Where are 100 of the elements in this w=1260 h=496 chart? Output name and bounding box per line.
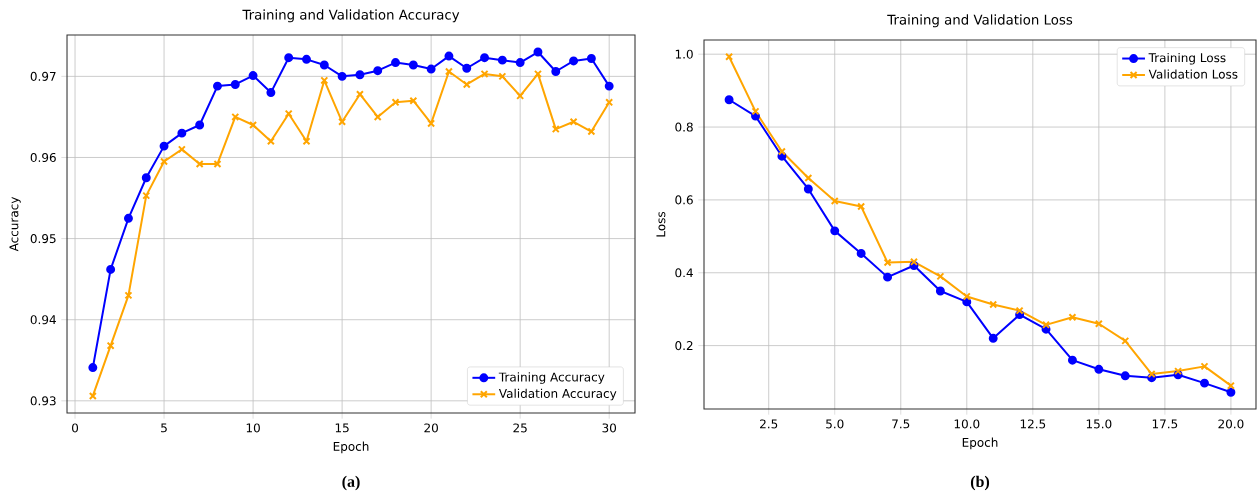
point xyxy=(988,333,998,343)
x-tick-label: 15 xyxy=(335,423,349,433)
point xyxy=(230,80,240,89)
point xyxy=(497,55,507,65)
y-tick-label: 0.97 xyxy=(30,71,56,81)
chart-title: Training and Validation Loss xyxy=(887,14,1073,28)
x-tick-label: 12.5 xyxy=(1020,419,1046,429)
x-tick-label: 20.0 xyxy=(1218,419,1244,429)
point xyxy=(106,341,115,350)
point xyxy=(195,120,205,130)
point xyxy=(830,226,840,236)
point xyxy=(337,71,347,81)
point xyxy=(444,51,454,61)
point xyxy=(883,272,893,282)
point xyxy=(725,52,734,61)
point xyxy=(569,56,579,66)
point xyxy=(159,141,169,151)
point xyxy=(587,127,596,136)
point xyxy=(426,64,436,74)
legend-label: Training Loss xyxy=(1148,52,1226,65)
x-tick-label: 7.5 xyxy=(892,419,910,429)
point xyxy=(803,184,813,194)
x-tick-label: 2.5 xyxy=(760,419,778,429)
point xyxy=(284,53,294,63)
y-axis-title: Accuracy xyxy=(9,196,21,252)
point xyxy=(604,81,614,91)
point xyxy=(462,80,471,89)
point xyxy=(962,292,971,301)
point xyxy=(569,117,578,126)
point xyxy=(408,60,418,70)
point xyxy=(480,53,490,63)
text: (a) xyxy=(342,475,360,491)
point xyxy=(586,54,596,63)
point xyxy=(106,264,116,274)
point xyxy=(551,67,561,76)
point xyxy=(319,60,329,70)
point xyxy=(338,117,347,126)
point xyxy=(248,71,258,81)
y-tick-label: 0.93 xyxy=(30,396,56,406)
point xyxy=(830,196,839,206)
y-tick-label: 0.2 xyxy=(675,341,693,351)
point xyxy=(302,54,311,64)
x-tick-label: 30 xyxy=(602,423,617,433)
point xyxy=(391,98,400,107)
point xyxy=(320,76,329,85)
point xyxy=(373,112,382,121)
y-axis-title: Loss xyxy=(656,211,666,237)
x-tick-label: 0 xyxy=(72,423,79,433)
point xyxy=(1174,367,1183,376)
y-tick-label: 0.94 xyxy=(30,315,56,325)
y-tick-label: 0.8 xyxy=(675,122,693,132)
point xyxy=(1042,320,1051,329)
point xyxy=(936,272,945,281)
point xyxy=(142,191,151,200)
point xyxy=(88,363,98,373)
point xyxy=(1147,370,1156,379)
text: (b) xyxy=(970,475,990,491)
point xyxy=(804,174,813,183)
x-axis-title: Epoch xyxy=(962,437,998,450)
point xyxy=(515,58,525,68)
point xyxy=(373,66,383,76)
y-tick-label: 0.95 xyxy=(30,234,56,244)
point xyxy=(355,70,365,80)
point xyxy=(391,58,400,68)
legend-label: Training Accuracy xyxy=(498,372,605,384)
point xyxy=(1200,378,1209,388)
point xyxy=(266,137,275,146)
point xyxy=(1068,313,1077,322)
point xyxy=(213,81,222,91)
point xyxy=(1067,355,1077,365)
point xyxy=(302,137,311,146)
x-axis-title: Epoch xyxy=(333,441,369,454)
x-tick-label: 15.0 xyxy=(1086,419,1112,429)
chart-title: Training and Validation Accuracy xyxy=(242,9,460,23)
point xyxy=(284,109,293,118)
point xyxy=(409,96,418,105)
y-tick-label: 0.6 xyxy=(675,195,693,205)
point xyxy=(88,391,97,400)
point xyxy=(883,258,892,267)
point xyxy=(1121,336,1130,345)
point xyxy=(266,88,276,98)
point xyxy=(462,63,472,73)
point xyxy=(195,159,204,168)
point xyxy=(231,112,240,121)
y-tick-label: 0.96 xyxy=(30,152,56,163)
point xyxy=(177,128,187,138)
x-tick-label: 5 xyxy=(161,423,167,433)
x-tick-label: 10 xyxy=(246,423,260,433)
point xyxy=(989,300,998,309)
legend-label: Validation Loss xyxy=(1148,69,1238,79)
point xyxy=(124,291,133,300)
point xyxy=(498,72,507,81)
x-tick-label: 5.0 xyxy=(826,419,844,429)
y-tick-label: 1.0 xyxy=(675,49,693,59)
point xyxy=(1015,306,1024,315)
x-tick-label: 25 xyxy=(513,423,527,433)
point xyxy=(249,121,258,130)
point xyxy=(123,213,133,223)
point xyxy=(856,248,866,258)
point xyxy=(935,286,945,296)
